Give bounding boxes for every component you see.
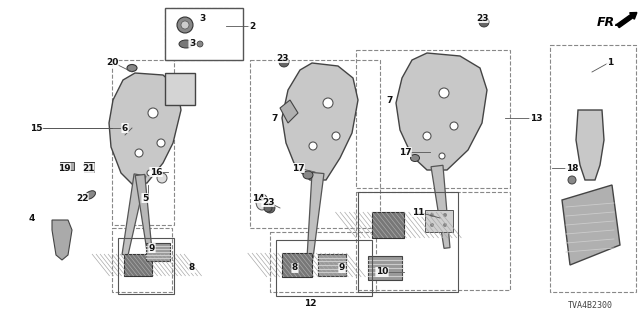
Polygon shape (576, 110, 604, 180)
Ellipse shape (256, 194, 268, 210)
Bar (356, 192, 510, 290)
Text: 21: 21 (82, 164, 94, 172)
Bar (60, 162, 74, 170)
Bar (165, 8, 242, 60)
Circle shape (430, 223, 434, 227)
Circle shape (443, 223, 447, 227)
Text: 7: 7 (387, 95, 393, 105)
Polygon shape (109, 73, 181, 185)
Circle shape (309, 142, 317, 150)
Ellipse shape (179, 40, 193, 48)
Circle shape (265, 203, 275, 213)
Text: 23: 23 (476, 13, 488, 22)
Circle shape (197, 41, 203, 47)
Polygon shape (307, 172, 324, 258)
Polygon shape (431, 165, 450, 248)
Bar (356, 50, 510, 188)
Text: 12: 12 (304, 300, 316, 308)
Bar (250, 60, 380, 228)
Text: 6: 6 (122, 124, 128, 132)
Polygon shape (165, 73, 195, 105)
Polygon shape (562, 185, 620, 265)
Text: 23: 23 (276, 53, 288, 62)
Bar (425, 210, 453, 232)
Text: 16: 16 (150, 167, 163, 177)
Text: 5: 5 (142, 194, 148, 203)
Text: 4: 4 (29, 213, 35, 222)
Text: 17: 17 (292, 164, 304, 172)
Text: FR.: FR. (597, 15, 620, 28)
Bar (358, 192, 458, 292)
Polygon shape (52, 220, 72, 260)
Circle shape (279, 57, 289, 67)
Circle shape (450, 122, 458, 130)
Bar (165, 8, 243, 60)
Circle shape (177, 17, 193, 33)
Text: 20: 20 (106, 58, 118, 67)
Text: 3: 3 (189, 38, 195, 47)
Text: 9: 9 (339, 263, 345, 273)
Text: 14: 14 (252, 194, 264, 203)
Text: 11: 11 (412, 207, 424, 217)
Circle shape (439, 88, 449, 98)
Bar (270, 232, 376, 292)
Ellipse shape (410, 155, 419, 162)
Text: 2: 2 (249, 21, 255, 30)
Ellipse shape (84, 191, 95, 199)
Ellipse shape (127, 65, 137, 71)
FancyArrow shape (617, 12, 637, 28)
Text: 1: 1 (607, 58, 613, 67)
Bar (112, 60, 174, 225)
Text: 7: 7 (272, 114, 278, 123)
Bar (282, 253, 312, 277)
Text: 22: 22 (76, 194, 88, 203)
Circle shape (479, 17, 489, 27)
Text: 8: 8 (292, 263, 298, 273)
Text: 23: 23 (262, 197, 275, 206)
Bar (146, 243, 170, 261)
Text: 8: 8 (189, 263, 195, 273)
Bar (124, 254, 152, 276)
Bar (84, 162, 94, 172)
Circle shape (568, 176, 576, 184)
Circle shape (332, 132, 340, 140)
Text: 15: 15 (29, 124, 42, 132)
Circle shape (147, 170, 153, 176)
Bar (318, 254, 346, 276)
Circle shape (157, 139, 165, 147)
Circle shape (157, 173, 167, 183)
Bar (368, 256, 402, 280)
Text: 13: 13 (530, 114, 542, 123)
Circle shape (443, 213, 447, 217)
Bar (118, 238, 174, 294)
Text: 17: 17 (399, 148, 412, 156)
Text: TVA4B2300: TVA4B2300 (568, 301, 612, 310)
Text: 9: 9 (149, 244, 155, 252)
Circle shape (430, 213, 434, 217)
Circle shape (181, 21, 189, 29)
Circle shape (439, 153, 445, 159)
Polygon shape (282, 63, 358, 180)
Text: 10: 10 (376, 268, 388, 276)
Circle shape (135, 149, 143, 157)
Circle shape (148, 108, 158, 118)
Circle shape (423, 132, 431, 140)
Circle shape (323, 98, 333, 108)
Ellipse shape (303, 171, 313, 179)
Bar (550, 45, 636, 292)
Polygon shape (280, 100, 298, 123)
Polygon shape (122, 174, 146, 256)
Bar (276, 240, 372, 296)
Circle shape (264, 204, 272, 212)
Text: 3: 3 (199, 13, 205, 22)
Polygon shape (396, 53, 487, 170)
Text: 18: 18 (566, 164, 579, 172)
Polygon shape (135, 174, 152, 255)
Bar (372, 212, 404, 238)
Bar (112, 228, 172, 292)
Text: 19: 19 (58, 164, 70, 172)
